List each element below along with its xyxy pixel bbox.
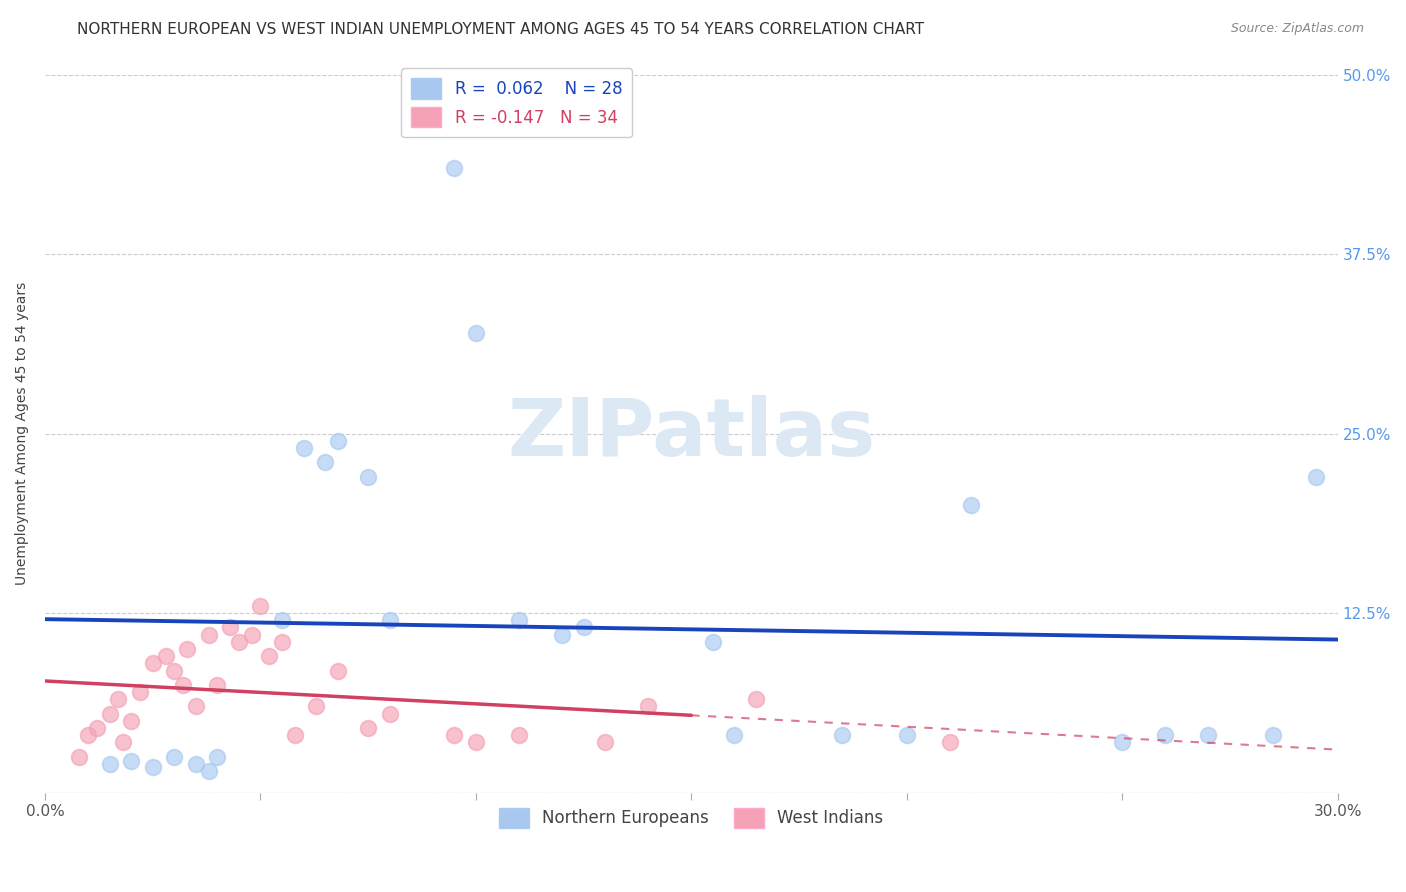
Point bbox=[163, 749, 186, 764]
Point bbox=[702, 635, 724, 649]
Point bbox=[326, 664, 349, 678]
Point bbox=[357, 469, 380, 483]
Point bbox=[69, 749, 91, 764]
Point bbox=[1197, 728, 1219, 742]
Point bbox=[172, 678, 194, 692]
Point bbox=[637, 699, 659, 714]
Point bbox=[464, 735, 486, 749]
Text: NORTHERN EUROPEAN VS WEST INDIAN UNEMPLOYMENT AMONG AGES 45 TO 54 YEARS CORRELAT: NORTHERN EUROPEAN VS WEST INDIAN UNEMPLO… bbox=[77, 22, 925, 37]
Point bbox=[378, 706, 401, 721]
Point bbox=[745, 692, 768, 706]
Point bbox=[723, 728, 745, 742]
Point bbox=[98, 706, 121, 721]
Point bbox=[271, 613, 294, 627]
Point bbox=[249, 599, 271, 613]
Point bbox=[378, 613, 401, 627]
Y-axis label: Unemployment Among Ages 45 to 54 years: Unemployment Among Ages 45 to 54 years bbox=[15, 282, 30, 585]
Point bbox=[176, 642, 198, 657]
Point bbox=[240, 628, 263, 642]
Point bbox=[207, 749, 229, 764]
Point bbox=[271, 635, 294, 649]
Text: ZIPatlas: ZIPatlas bbox=[508, 394, 876, 473]
Point bbox=[120, 754, 142, 768]
Point bbox=[120, 714, 142, 728]
Point bbox=[77, 728, 100, 742]
Point bbox=[443, 728, 465, 742]
Legend: Northern Europeans, West Indians: Northern Europeans, West Indians bbox=[492, 801, 890, 835]
Point bbox=[98, 756, 121, 771]
Point bbox=[464, 326, 486, 340]
Point bbox=[326, 434, 349, 448]
Point bbox=[228, 635, 250, 649]
Point bbox=[142, 760, 165, 774]
Point bbox=[551, 628, 574, 642]
Point bbox=[593, 735, 616, 749]
Point bbox=[86, 721, 108, 735]
Point bbox=[305, 699, 328, 714]
Point bbox=[572, 620, 595, 634]
Point bbox=[508, 613, 530, 627]
Point bbox=[219, 620, 242, 634]
Point bbox=[1305, 469, 1327, 483]
Point bbox=[128, 685, 150, 699]
Point bbox=[257, 649, 280, 664]
Point bbox=[292, 441, 315, 455]
Point bbox=[357, 721, 380, 735]
Point bbox=[107, 692, 129, 706]
Point bbox=[207, 678, 229, 692]
Point bbox=[1154, 728, 1177, 742]
Point bbox=[960, 499, 983, 513]
Point bbox=[197, 764, 219, 778]
Point bbox=[163, 664, 186, 678]
Point bbox=[508, 728, 530, 742]
Point bbox=[314, 455, 336, 469]
Point bbox=[284, 728, 307, 742]
Point bbox=[1111, 735, 1133, 749]
Point bbox=[155, 649, 177, 664]
Point bbox=[184, 756, 207, 771]
Point bbox=[831, 728, 853, 742]
Point bbox=[939, 735, 962, 749]
Point bbox=[896, 728, 918, 742]
Point bbox=[142, 657, 165, 671]
Point bbox=[197, 628, 219, 642]
Point bbox=[184, 699, 207, 714]
Point bbox=[443, 161, 465, 175]
Point bbox=[1261, 728, 1284, 742]
Text: Source: ZipAtlas.com: Source: ZipAtlas.com bbox=[1230, 22, 1364, 36]
Point bbox=[111, 735, 134, 749]
